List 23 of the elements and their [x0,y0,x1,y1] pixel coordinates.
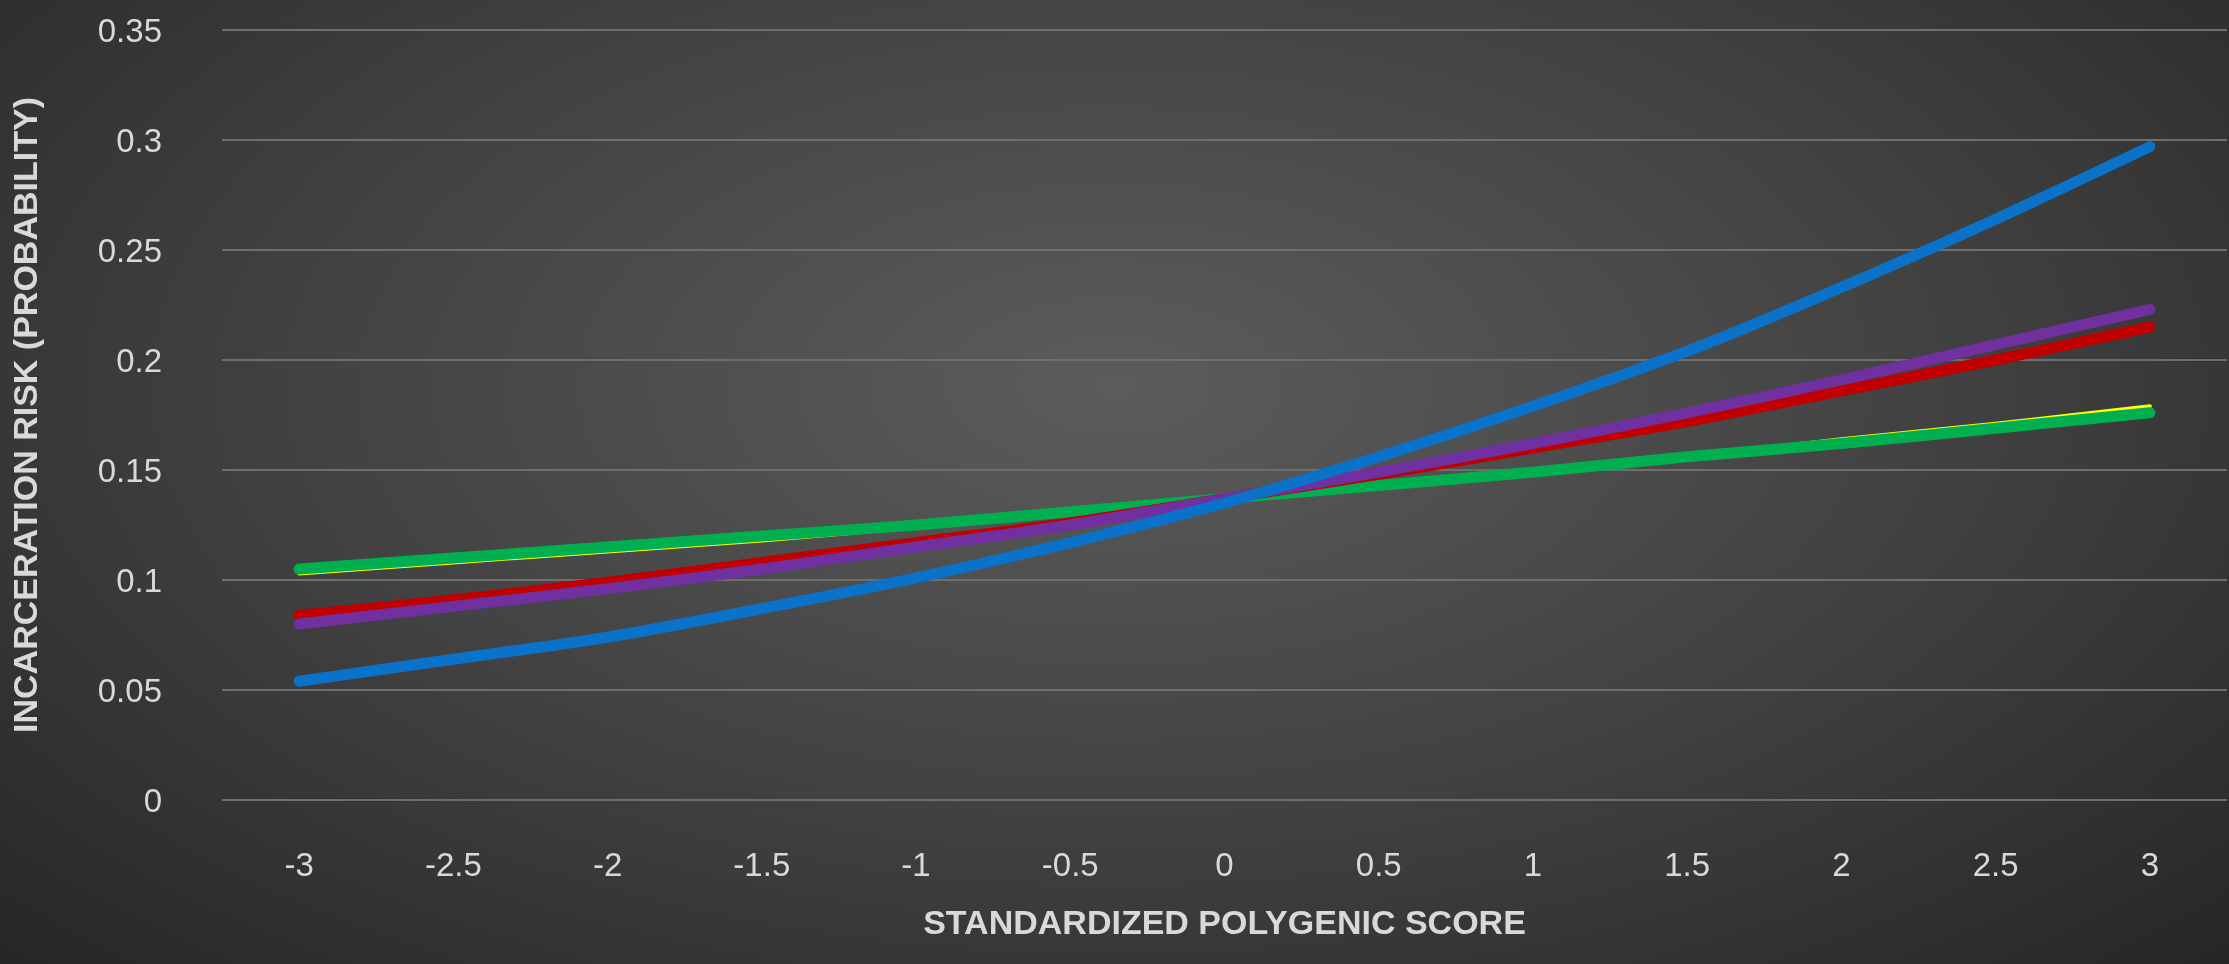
x-tick-label: -2 [592,846,623,883]
x-tick-label: 3 [2140,846,2160,883]
x-tick-label: 2.5 [1972,846,2019,883]
x-tick-label: 0.5 [1355,846,1402,883]
y-tick-label: 0.35 [97,11,162,49]
y-tick-label: 0.3 [116,121,162,159]
x-tick-label: -1.5 [733,846,791,883]
y-tick-label: 0.1 [116,561,162,599]
x-tick-label: 1.5 [1664,846,1711,883]
y-axis-title: INCARCERATION RISK (PROBABILITY) [6,97,44,733]
y-tick-label: 0.25 [97,231,162,269]
x-tick-label: -3 [284,846,314,883]
x-tick-label: 2 [1832,846,1851,883]
y-tick-label: 0 [143,781,162,819]
x-tick-label: -0.5 [1041,846,1099,883]
x-tick-label: -2.5 [424,846,482,883]
x-tick-label: 1 [1523,846,1543,883]
x-axis-title: STANDARDIZED POLYGENIC SCORE [923,903,1526,941]
y-tick-label: 0.15 [97,451,162,489]
y-tick-label: 0.05 [97,671,162,709]
y-tick-label: 0.2 [116,341,162,379]
x-tick-label: 0 [1215,846,1234,883]
x-tick-label: -1 [901,846,931,883]
